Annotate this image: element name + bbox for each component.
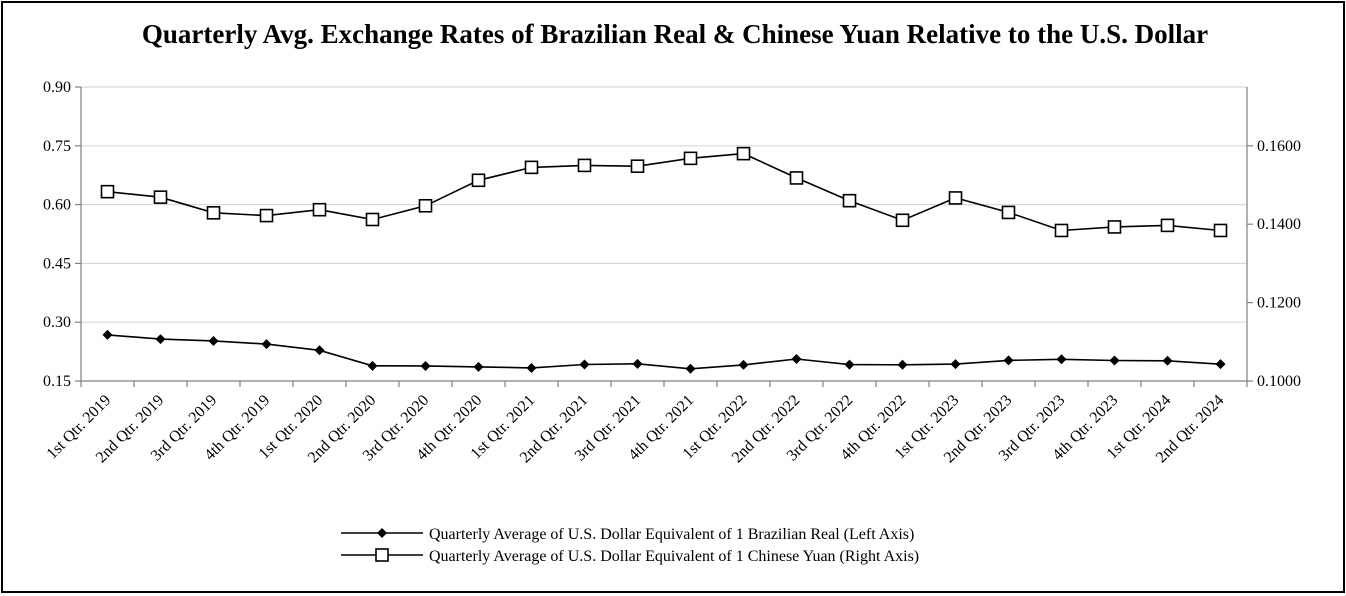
left-tick-label: 0.45 [43, 255, 71, 272]
data-point-real [1109, 355, 1120, 366]
data-point-yuan [895, 213, 910, 228]
data-point-yuan [259, 208, 274, 223]
data-point-real [526, 362, 537, 373]
legend-marker-real [377, 528, 387, 538]
data-point-yuan [365, 212, 380, 227]
data-point-real [897, 359, 908, 370]
data-point-real [579, 359, 590, 370]
data-point-yuan [577, 158, 592, 173]
series-line-real [107, 334, 1221, 370]
left-tick-label: 0.15 [43, 373, 71, 390]
data-point-real [367, 360, 378, 371]
series-line-yuan [107, 152, 1221, 232]
right-axis-ticks: 0.1000 0.1200 0.1400 0.1600 [1247, 138, 1301, 390]
axes [80, 87, 1248, 382]
data-point-yuan [736, 146, 751, 161]
right-tick-label: 0.1600 [1257, 138, 1301, 155]
data-point-yuan [471, 173, 486, 188]
data-point-real [1162, 355, 1173, 366]
line-chart: Quarterly Avg. Exchange Rates of Brazili… [43, 19, 1301, 565]
data-point-yuan [100, 184, 115, 199]
data-point-yuan [153, 190, 168, 204]
data-point-real [1056, 354, 1067, 365]
data-point-yuan [1160, 218, 1175, 233]
data-point-real [261, 339, 272, 350]
chart-title: Quarterly Avg. Exchange Rates of Brazili… [142, 19, 1208, 49]
data-point-real [791, 353, 802, 364]
series-layer [100, 146, 1228, 374]
data-point-yuan [842, 193, 857, 208]
data-point-real [102, 329, 113, 340]
data-point-yuan [1001, 205, 1016, 220]
data-point-real [155, 334, 166, 345]
data-point-real [1003, 355, 1014, 366]
data-point-yuan [789, 171, 804, 185]
data-point-real [1215, 359, 1226, 370]
right-tick-label: 0.1400 [1257, 216, 1301, 233]
data-point-real [844, 359, 855, 370]
left-tick-label: 0.30 [43, 314, 71, 331]
data-point-real [473, 361, 484, 372]
data-point-real [314, 345, 325, 356]
left-tick-label: 0.75 [43, 138, 71, 155]
data-point-real [208, 335, 219, 346]
left-tick-label: 0.90 [43, 79, 71, 96]
data-point-real [420, 360, 431, 371]
data-point-yuan [418, 198, 433, 213]
left-tick-label: 0.60 [43, 197, 71, 214]
data-point-yuan [1107, 220, 1122, 234]
data-point-yuan [206, 206, 221, 220]
data-point-yuan [312, 202, 327, 217]
legend: Quarterly Average of U.S. Dollar Equival… [341, 526, 919, 565]
data-point-real [685, 363, 696, 374]
data-point-real [738, 359, 749, 370]
data-point-yuan [1054, 223, 1069, 238]
data-point-yuan [524, 160, 539, 175]
legend-marker-yuan [375, 548, 389, 562]
legend-label-real: Quarterly Average of U.S. Dollar Equival… [429, 526, 914, 543]
data-point-real [632, 358, 643, 369]
legend-label-yuan: Quarterly Average of U.S. Dollar Equival… [429, 548, 919, 565]
right-tick-label: 0.1000 [1257, 373, 1301, 390]
data-point-yuan [1213, 223, 1228, 238]
gridlines [81, 86, 1247, 323]
data-point-yuan [630, 159, 645, 173]
data-point-yuan [683, 151, 698, 166]
data-point-real [950, 359, 961, 370]
right-tick-label: 0.1200 [1257, 295, 1301, 312]
data-point-yuan [948, 191, 963, 205]
left-axis-ticks: 0.15 0.30 0.45 0.60 0.75 0.90 [43, 79, 81, 390]
